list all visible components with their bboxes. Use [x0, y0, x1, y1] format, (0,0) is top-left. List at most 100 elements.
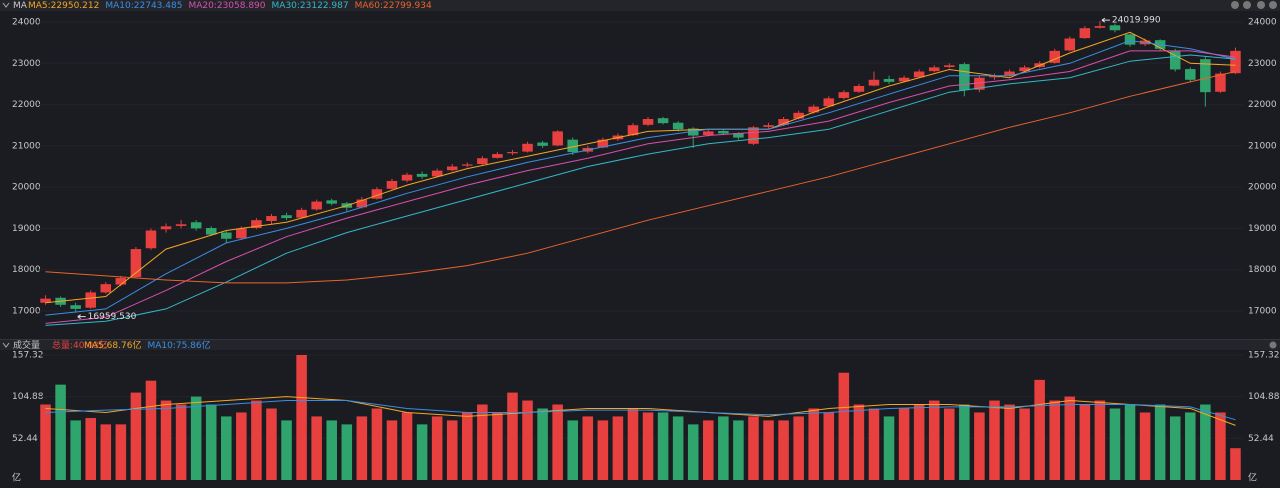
candle-body — [778, 119, 789, 125]
volume-bar — [175, 404, 187, 480]
volume-bar — [868, 408, 880, 480]
volume-bar — [1064, 396, 1076, 480]
volume-bar — [205, 404, 217, 480]
legend-title: MA — [13, 1, 28, 11]
icon-close[interactable] — [1257, 1, 1265, 9]
candle-body — [446, 166, 458, 171]
volume-bar — [70, 420, 81, 480]
candle-body — [733, 133, 744, 138]
legend-entry: MA10:75.86亿 — [147, 339, 210, 351]
candle-body — [85, 292, 96, 308]
volume-bar — [356, 416, 368, 480]
volume-bar — [431, 416, 443, 480]
volume-bar — [793, 416, 804, 480]
y-tick-label: 22000 — [12, 100, 41, 110]
volume-bar — [145, 380, 157, 480]
volume-bar — [928, 400, 940, 480]
candle-body — [1169, 50, 1181, 70]
volume-bar — [55, 384, 66, 480]
volume-bar — [251, 400, 262, 480]
volume-bar — [913, 404, 925, 480]
volume-bar — [522, 400, 533, 480]
candle-body — [1200, 59, 1211, 93]
candle-body — [296, 209, 307, 218]
volume-bar — [326, 420, 337, 480]
volume-bar — [130, 392, 142, 480]
y-tick-label: 17000 — [1248, 306, 1277, 316]
volume-bar — [311, 416, 322, 480]
volume-bar — [763, 420, 774, 480]
volume-bar — [190, 396, 202, 480]
candle-body — [718, 130, 729, 134]
volume-bar — [281, 420, 292, 480]
candle-body — [311, 201, 322, 210]
volume-bar — [883, 416, 895, 480]
candle-body — [597, 139, 609, 148]
candle-body — [959, 64, 970, 91]
candle-body — [1004, 71, 1015, 76]
candle-body — [1019, 67, 1030, 72]
volume-bar — [1169, 416, 1181, 480]
candle-body — [1230, 50, 1241, 74]
candle-body — [1109, 25, 1121, 31]
volume-bar — [85, 418, 96, 480]
volume-bar — [507, 392, 518, 480]
candle-body — [221, 232, 232, 239]
volume-bar — [160, 400, 172, 480]
legend-entry: MA5:68.76亿 — [84, 339, 141, 351]
candle-body — [477, 158, 488, 165]
unit-label: 亿 — [1248, 472, 1257, 484]
y-tick-label: 157.32 — [12, 350, 44, 360]
volume-bar — [778, 420, 789, 480]
icon-plus[interactable] — [1243, 1, 1251, 9]
candle-body — [974, 77, 985, 90]
volume-bar — [642, 412, 654, 480]
icon-minus[interactable] — [1231, 1, 1239, 9]
volume-bar — [1139, 412, 1151, 480]
ma-line — [45, 31, 1236, 304]
volume-bar — [537, 408, 548, 480]
volume-bar — [221, 416, 232, 480]
candle-body — [40, 298, 51, 303]
volume-bar — [1215, 412, 1226, 480]
candle-body — [175, 224, 187, 226]
candle-body — [552, 131, 563, 146]
y-tick-label: 20000 — [12, 183, 41, 193]
ma-line — [45, 40, 1236, 316]
candle-body — [70, 305, 81, 309]
ma-line — [45, 71, 1236, 284]
legend-entry: MA30:23122.987 — [272, 1, 349, 11]
y-tick-label: 21000 — [1248, 141, 1277, 151]
collapse-icon[interactable] — [2, 342, 10, 348]
volume-bar — [582, 416, 594, 480]
candle-body — [205, 228, 217, 235]
volume-bar — [266, 408, 277, 480]
collapse-icon[interactable] — [2, 2, 10, 8]
volume-bar — [386, 420, 398, 480]
candle-body — [236, 228, 247, 239]
candle-body — [431, 170, 443, 177]
volume-bar — [823, 412, 835, 480]
volume-bar — [718, 416, 729, 480]
candle-body — [1079, 28, 1091, 39]
candle-body — [1215, 73, 1226, 92]
volume-bar — [748, 416, 759, 480]
volume-bar — [1079, 404, 1091, 480]
volume-bar — [703, 420, 714, 480]
icon-settings[interactable] — [1269, 1, 1277, 9]
volume-bar — [1019, 408, 1030, 480]
header-icons — [1231, 1, 1277, 349]
volume-bar — [989, 400, 1000, 480]
volume-bar — [808, 408, 819, 480]
candle-body — [687, 128, 699, 136]
volume-bar — [1004, 404, 1015, 480]
volume-bar — [401, 412, 413, 480]
candle-body — [703, 131, 714, 136]
volume-bar — [296, 354, 307, 480]
volume-bar — [100, 424, 112, 480]
legend-entry: MA20:23058.890 — [188, 1, 265, 11]
y-tick-label: 17000 — [12, 306, 41, 316]
candle-body — [567, 139, 578, 153]
icon-settings[interactable] — [1269, 341, 1277, 349]
y-tick-label: 21000 — [12, 141, 41, 151]
